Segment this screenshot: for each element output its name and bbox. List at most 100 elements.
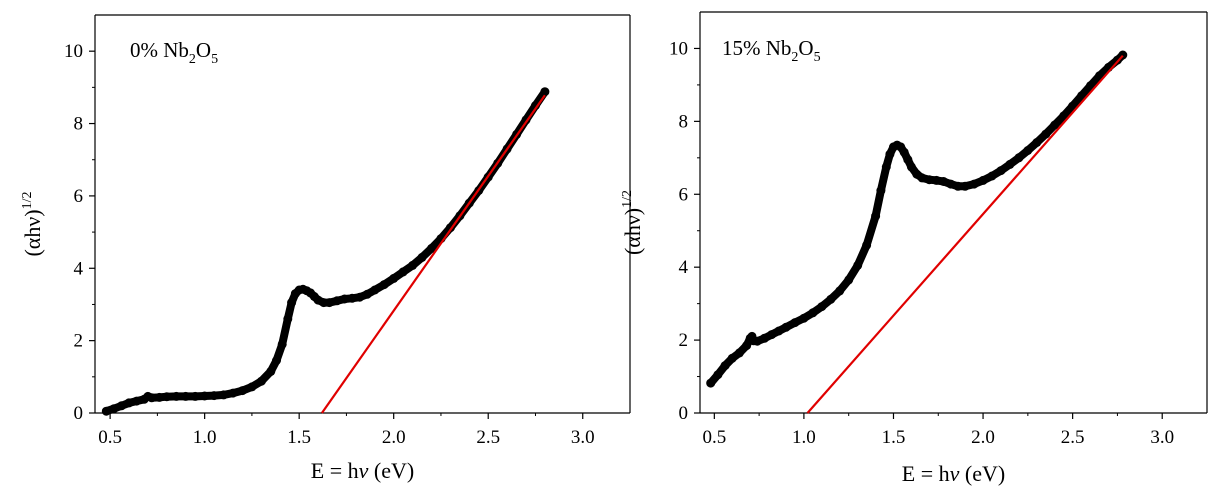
y-axis-title-text: (αhν) xyxy=(20,209,45,256)
data-point xyxy=(1041,129,1051,139)
data-point xyxy=(969,179,979,189)
y-tick-label: 8 xyxy=(74,114,84,135)
data-point xyxy=(767,330,777,340)
x-tick-label: 1.5 xyxy=(882,427,906,448)
data-point xyxy=(760,333,769,343)
x-tick-label: 2.0 xyxy=(971,427,995,448)
x-axis-title-text: E = h xyxy=(311,458,359,483)
data-point xyxy=(1068,101,1078,111)
data-point xyxy=(835,286,845,296)
y-axis-title-superscript: 1/2 xyxy=(620,190,635,208)
data-point xyxy=(844,275,854,285)
y-axis-title-superscript: 1/2 xyxy=(20,191,35,209)
data-point xyxy=(171,391,181,401)
data-point xyxy=(427,243,436,253)
data-point xyxy=(899,147,909,157)
x-tick-label: 2.0 xyxy=(382,427,406,448)
data-point xyxy=(790,318,800,328)
data-point xyxy=(219,390,229,400)
data-point xyxy=(808,308,818,318)
data-point xyxy=(1086,81,1096,91)
data-point xyxy=(932,175,941,185)
y-tick-label: 6 xyxy=(679,184,689,205)
y-tick-label: 2 xyxy=(679,330,689,351)
data-point xyxy=(370,285,380,295)
data-point xyxy=(996,166,1006,176)
data-point xyxy=(906,162,916,172)
y-tick-label: 10 xyxy=(669,38,688,59)
data-point xyxy=(272,356,281,365)
data-point xyxy=(862,240,872,250)
data-point xyxy=(987,171,997,181)
data-point xyxy=(398,267,408,277)
composition-annotation: 0% Nb2O5 xyxy=(130,38,218,67)
data-point xyxy=(531,101,540,110)
data-point xyxy=(256,376,266,386)
data-point xyxy=(324,298,334,308)
data-point xyxy=(885,149,895,159)
annotation-text: O xyxy=(798,36,813,60)
data-series-markers xyxy=(706,50,1128,388)
x-axis-title: E = hν (eV) xyxy=(902,461,1005,486)
y-tick-label: 4 xyxy=(74,258,84,279)
x-tick-label: 2.5 xyxy=(1061,427,1085,448)
data-point xyxy=(417,252,427,262)
data-point xyxy=(147,393,157,403)
data-point xyxy=(1032,138,1042,147)
x-tick-label: 1.0 xyxy=(792,427,816,448)
linear-fit-line xyxy=(806,54,1124,414)
data-point xyxy=(817,302,827,312)
data-point xyxy=(379,280,389,290)
data-point xyxy=(408,260,418,270)
data-point xyxy=(181,391,191,401)
annotation-text: 15% Nb xyxy=(722,36,791,60)
x-axis-title-italic: ν xyxy=(950,461,960,486)
data-point xyxy=(960,181,970,191)
data-point xyxy=(727,353,737,363)
data-point xyxy=(228,388,238,398)
data-point xyxy=(774,326,784,336)
data-point xyxy=(903,155,913,165)
data-point xyxy=(799,313,809,323)
composition-annotation: 15% Nb2O5 xyxy=(722,36,821,65)
data-point xyxy=(742,341,752,351)
data-point xyxy=(340,294,349,304)
data-point xyxy=(924,175,934,185)
data-point xyxy=(247,382,257,392)
y-tick-label: 0 xyxy=(74,403,84,424)
data-point xyxy=(124,398,134,408)
data-point xyxy=(720,361,730,371)
data-point xyxy=(540,87,550,97)
data-point xyxy=(1059,111,1069,121)
data-point xyxy=(283,314,293,324)
x-tick-label: 0.5 xyxy=(702,427,726,448)
data-series-markers xyxy=(101,87,550,416)
annotation-text: 0% Nb xyxy=(130,38,189,62)
data-point xyxy=(781,322,791,332)
annotation-subscript: 5 xyxy=(814,50,821,65)
data-point xyxy=(946,179,956,189)
data-point xyxy=(1077,91,1087,101)
data-point xyxy=(826,294,836,304)
data-point xyxy=(287,298,297,308)
data-point xyxy=(109,404,119,414)
y-tick-label: 2 xyxy=(74,331,84,352)
y-tick-label: 10 xyxy=(64,41,83,62)
data-point xyxy=(706,378,716,388)
data-point xyxy=(200,391,210,401)
data-point xyxy=(734,348,744,358)
x-axis-title-italic: ν xyxy=(359,458,369,483)
data-point xyxy=(238,386,247,396)
data-point xyxy=(362,289,372,299)
y-tick-label: 0 xyxy=(679,403,689,424)
data-point xyxy=(713,370,723,380)
data-point xyxy=(1005,159,1015,169)
data-point xyxy=(355,292,365,302)
data-point xyxy=(953,181,963,191)
data-point xyxy=(1023,146,1033,155)
linear-fit-line xyxy=(320,94,546,414)
x-tick-label: 3.0 xyxy=(1150,427,1174,448)
